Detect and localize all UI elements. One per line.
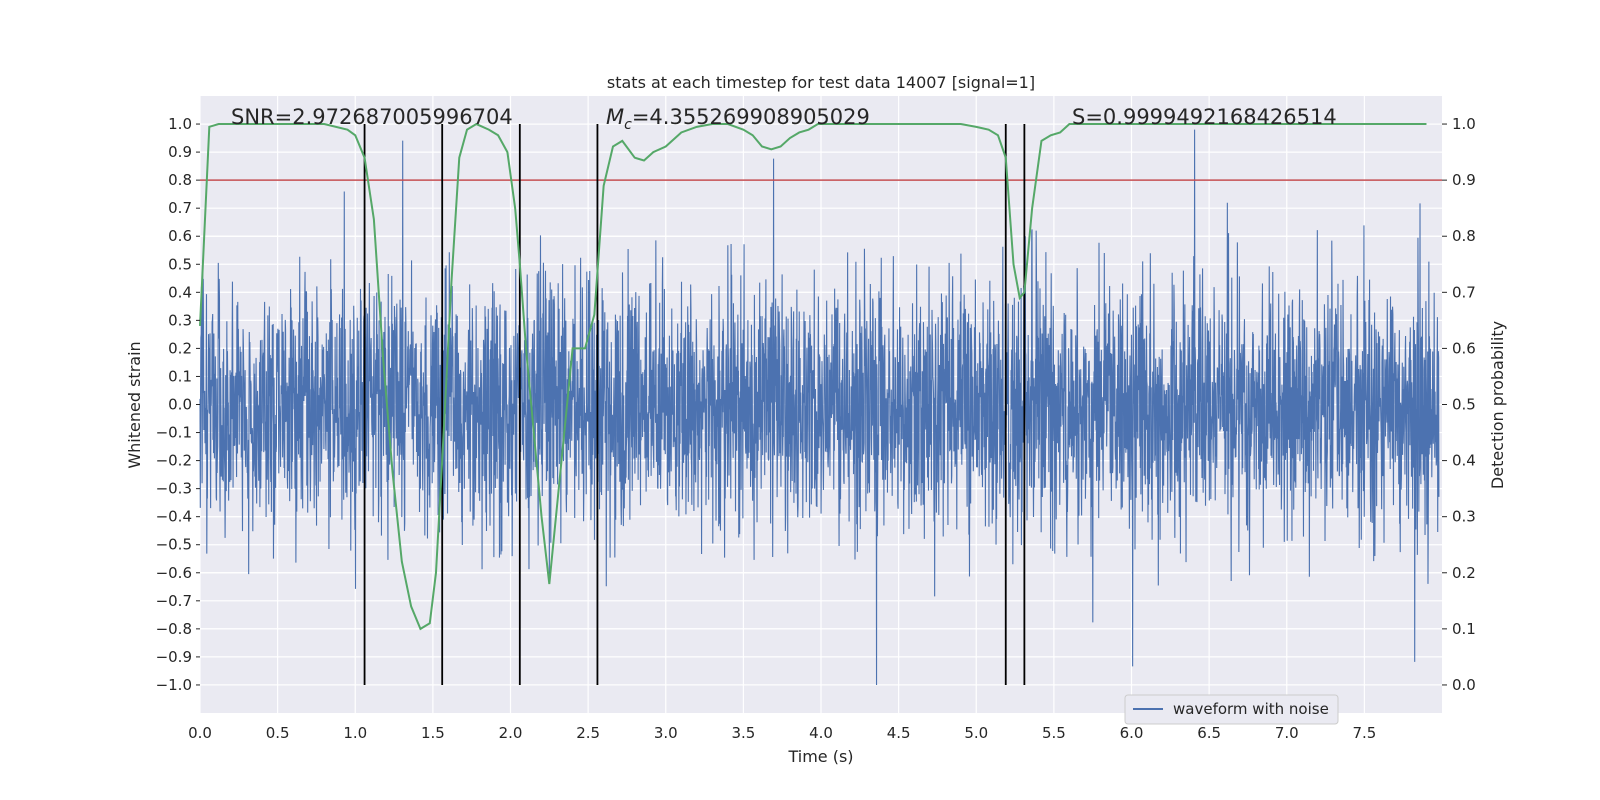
y-left-tick-label: −0.6: [156, 564, 192, 582]
s-annotation: S=0.9999492168426514: [1072, 105, 1337, 129]
y-left-tick-label: −0.2: [156, 452, 192, 470]
y-left-axis-label: Whitened strain: [125, 341, 144, 468]
legend-box: [1124, 694, 1339, 725]
y-right-tick-label: 0.9: [1452, 171, 1476, 189]
y-right-tick-label: 0.7: [1452, 283, 1476, 301]
y-left-tick-label: −0.5: [156, 536, 192, 554]
y-right-tick-label: 0.8: [1452, 227, 1476, 245]
y-left-tick-label: −0.9: [156, 648, 192, 666]
y-right-tick-label: 0.3: [1452, 508, 1476, 526]
y-left-tick-label: 1.0: [168, 115, 192, 133]
chirp-mass-annotation: Mc=4.355269908905029: [606, 105, 870, 133]
y-right-tick-label: 0.1: [1452, 620, 1476, 638]
y-right-tick-label: 1.0: [1452, 115, 1476, 133]
y-left-tick-label: −0.1: [156, 424, 192, 442]
x-tick-label: 3.0: [654, 724, 678, 742]
x-tick-label: 6.5: [1197, 724, 1221, 742]
y-left-tick-label: 0.8: [168, 171, 192, 189]
y-left-tick-label: −1.0: [156, 676, 192, 694]
y-right-tick-label: 0.2: [1452, 564, 1476, 582]
x-tick-label: 0.5: [266, 724, 290, 742]
y-right-tick-label: 0.4: [1452, 452, 1476, 470]
y-left-tick-label: 0.5: [168, 255, 192, 273]
x-tick-label: 4.0: [809, 724, 833, 742]
y-left-tick-label: 0.7: [168, 199, 192, 217]
waveform-with-noise-series: [199, 129, 1440, 685]
chirp-mass-symbol: M: [606, 105, 624, 129]
x-tick-label: 6.0: [1120, 724, 1144, 742]
vertical-markers: [363, 124, 1026, 685]
chirp-mass-subscript: c: [624, 117, 632, 133]
y-right-tick-label: 0.6: [1452, 339, 1476, 357]
y-left-tick-label: 0.0: [168, 396, 192, 414]
legend: waveform with noise: [1124, 694, 1339, 725]
y-left-tick-label: −0.8: [156, 620, 192, 638]
y-left-tick-label: 0.4: [168, 283, 192, 301]
y-left-tick-label: −0.4: [156, 508, 192, 526]
x-tick-label: 2.0: [499, 724, 523, 742]
y-right-tick-label: 0.0: [1452, 676, 1476, 694]
x-tick-label: 3.5: [731, 724, 755, 742]
x-tick-label: 2.5: [576, 724, 600, 742]
x-tick-label: 4.5: [887, 724, 911, 742]
y-right-tick-label: 0.5: [1452, 396, 1476, 414]
y-left-tick-labels: 1.0 0.9 0.8 0.7 0.6 0.5 0.4 0.3 0.2 0.1 0.0 −0.1 −0.…: [156, 115, 200, 694]
x-axis-label: Time (s): [787, 747, 853, 766]
x-tick-label: 7.0: [1275, 724, 1299, 742]
chart-title: stats at each timestep for test data 140…: [607, 73, 1035, 92]
y-left-tick-label: 0.2: [168, 339, 192, 357]
x-tick-label: 5.5: [1042, 724, 1066, 742]
x-tick-label: 0.0: [188, 724, 212, 742]
waveform-line: [199, 129, 1440, 685]
y-left-tick-label: −0.3: [156, 480, 192, 498]
snr-annotation: SNR=2.972687005996704: [231, 105, 513, 129]
x-tick-label: 7.5: [1352, 724, 1376, 742]
y-left-tick-label: 0.1: [168, 367, 192, 385]
x-tick-labels: 0.0 0.5 1.0 1.5 2.0 2.5 3.0 3.5 4.0 4.5 5.0 5.5 6.0 6…: [188, 724, 1376, 742]
x-tick-label: 5.0: [964, 724, 988, 742]
y-right-axis-label: Detection probability: [1488, 321, 1507, 489]
detection-probability-line: [199, 122, 1427, 631]
x-tick-label: 1.5: [421, 724, 445, 742]
y-left-tick-label: 0.6: [168, 227, 192, 245]
y-right-tick-labels: 1.0 0.9 0.8 0.7 0.6 0.5 0.4 0.3 0.2 0.1 0.0: [1442, 115, 1476, 694]
y-left-tick-label: 0.3: [168, 311, 192, 329]
x-tick-label: 1.0: [343, 724, 367, 742]
chirp-mass-value: =4.355269908905029: [632, 105, 870, 129]
legend-label: waveform with noise: [1173, 700, 1329, 718]
y-left-tick-label: −0.7: [156, 592, 192, 610]
detection-probability-series: [199, 122, 1427, 631]
y-left-tick-label: 0.9: [168, 143, 192, 161]
